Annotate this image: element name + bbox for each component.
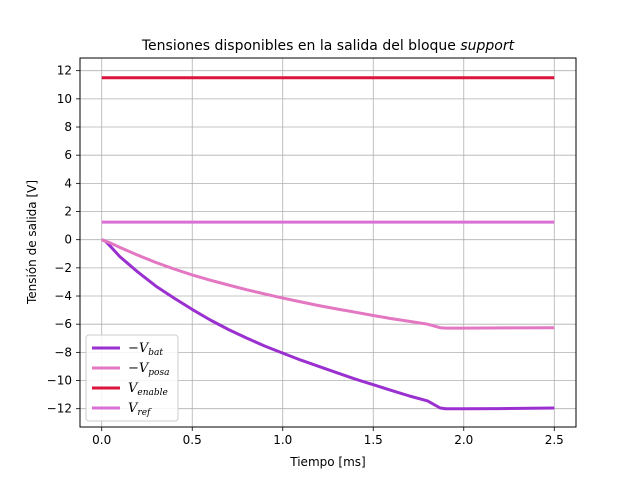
y-tick-label: 10 — [57, 92, 72, 106]
x-axis-label: Tiempo [ms] — [289, 455, 365, 469]
legend-entry-bat: −Vbat — [128, 341, 163, 358]
y-tick-label: −2 — [54, 261, 72, 275]
x-tick-label: 1.0 — [273, 433, 292, 447]
plot-frame — [79, 57, 577, 428]
y-tick-label: −10 — [47, 374, 72, 388]
legend: −Vbat −Vposa Venable Vref — [85, 334, 179, 422]
y-tick-label: 4 — [64, 176, 72, 190]
y-tick-label: 12 — [57, 64, 72, 78]
legend-entry-posa: −Vposa — [128, 361, 169, 378]
x-tick-label: 2.5 — [545, 433, 564, 447]
chart-title: Tensiones disponibles en la salida del b… — [141, 38, 515, 54]
y-tick-label: 2 — [64, 205, 72, 219]
y-tick-label: −8 — [54, 345, 72, 359]
y-tick-label: 6 — [64, 148, 72, 162]
series-line-posa — [101, 238, 555, 330]
legend-entry-ref: Vref — [128, 401, 152, 418]
ticks: 0.0 0.5 1.0 1.5 2.0 2.5 12 10 8 6 4 2 0 −2 −4 −6 −8 −10 −1… — [47, 64, 564, 447]
x-tick-label: 2.0 — [454, 433, 473, 447]
grid — [80, 58, 576, 427]
y-tick-label: 8 — [64, 120, 72, 134]
legend-entry-enable: Venable — [128, 381, 168, 398]
series-lines — [101, 76, 555, 411]
y-tick-label: −12 — [47, 402, 72, 416]
y-axis-label: Tensión de salida [V] — [25, 180, 39, 305]
x-tick-label: 1.5 — [364, 433, 383, 447]
x-tick-label: 0.5 — [183, 433, 202, 447]
y-tick-label: 0 — [64, 233, 72, 247]
y-tick-label: −6 — [54, 317, 72, 331]
series-line-bat — [101, 238, 555, 411]
legend-box — [85, 334, 179, 422]
x-tick-label: 0.0 — [92, 433, 111, 447]
y-tick-label: −4 — [54, 289, 72, 303]
